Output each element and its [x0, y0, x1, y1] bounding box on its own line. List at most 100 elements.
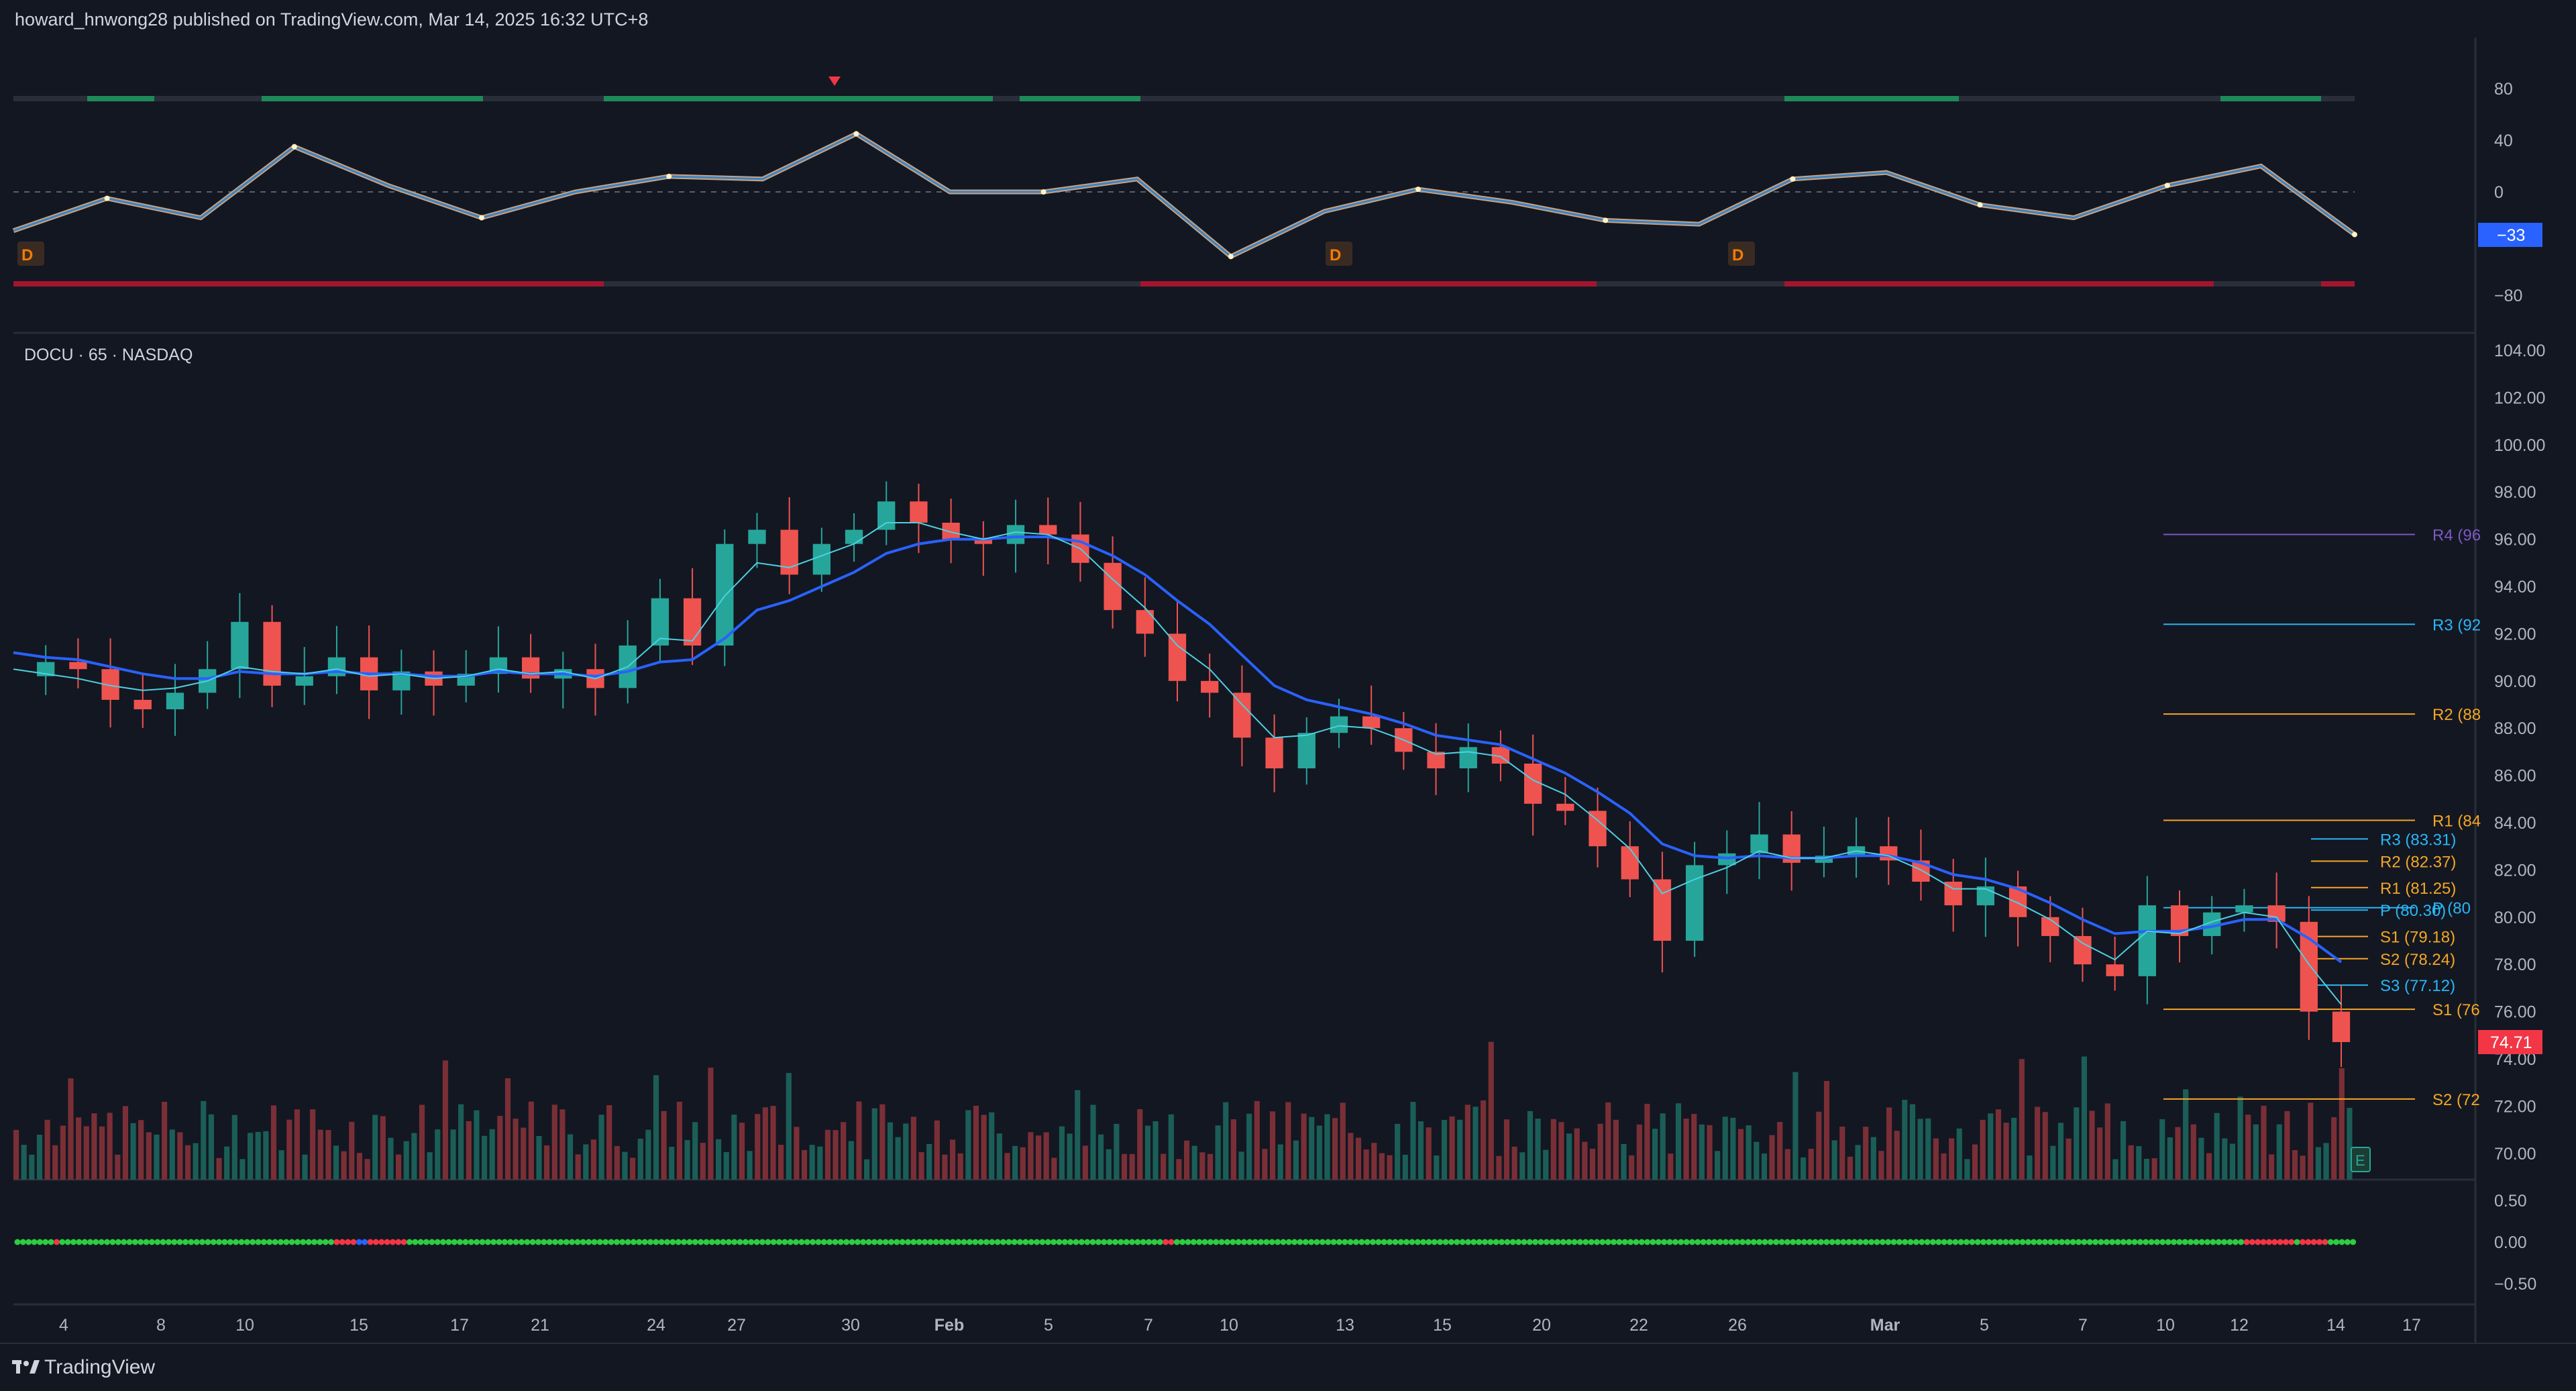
- trend-dot: [372, 1239, 379, 1245]
- volume-bar: [2151, 1158, 2157, 1180]
- volume-bar: [169, 1129, 175, 1180]
- trend-dot: [871, 1239, 877, 1245]
- weekly-pivot-label: P (80.30): [2380, 902, 2446, 920]
- trend-dot: [176, 1239, 183, 1245]
- trend-dot: [2288, 1239, 2295, 1245]
- trend-dot: [233, 1239, 239, 1245]
- trend-dot: [832, 1239, 839, 1245]
- volume-bar: [138, 1120, 144, 1180]
- trend-dot: [557, 1239, 564, 1245]
- volume-bar: [1090, 1104, 1096, 1180]
- trend-dot: [720, 1239, 727, 1245]
- trend-dot: [681, 1239, 688, 1245]
- trend-dot: [1593, 1239, 1600, 1245]
- volume-bar: [2198, 1137, 2204, 1180]
- volume-bar: [903, 1123, 909, 1180]
- volume-bar: [1332, 1118, 1338, 1180]
- trend-dot: [854, 1239, 861, 1245]
- monthly-pivot-label: R1 (84: [2432, 812, 2481, 830]
- price-y-tick: 102.00: [2494, 389, 2545, 407]
- volume-bar: [801, 1149, 808, 1180]
- volume-bar: [895, 1137, 901, 1180]
- volume-bar: [2175, 1127, 2181, 1180]
- trend-dot: [1482, 1239, 1489, 1245]
- volume-bar: [1152, 1121, 1159, 1180]
- volume-bar: [614, 1145, 620, 1180]
- osc-divergence-marker-bg: [1326, 242, 1352, 266]
- trend-dot: [916, 1239, 922, 1245]
- volume-bar: [1457, 1119, 1463, 1180]
- trend-dot: [1845, 1239, 1852, 1245]
- volume-bar: [2253, 1124, 2259, 1180]
- osc-divergence-marker: D: [1330, 246, 1341, 264]
- trend-dot: [1146, 1239, 1152, 1245]
- osc-top-band: [13, 96, 2355, 101]
- volume-bar: [388, 1137, 394, 1180]
- osc-point: [853, 131, 859, 137]
- volume-bar: [1348, 1133, 1354, 1180]
- price-candle: [327, 657, 346, 676]
- volume-bar: [162, 1102, 168, 1180]
- volume-bar: [13, 1129, 19, 1180]
- trend-dot: [2131, 1239, 2138, 1245]
- trend-dot: [2344, 1239, 2351, 1245]
- trend-dot: [468, 1239, 474, 1245]
- time-axis-tick: 5: [1044, 1316, 1053, 1335]
- trend-dot: [1532, 1239, 1539, 1245]
- osc-point: [1977, 202, 1983, 208]
- trend-dot: [507, 1239, 514, 1245]
- volume-bar: [1550, 1119, 1556, 1180]
- trend-dot: [1207, 1239, 1214, 1245]
- volume-bar: [1808, 1149, 1814, 1180]
- trend-dot: [182, 1239, 189, 1245]
- trend-dot: [160, 1239, 166, 1245]
- trend-dot: [1487, 1239, 1494, 1245]
- volume-bar: [2019, 1059, 2025, 1180]
- trend-dot: [2188, 1239, 2194, 1245]
- trend-dot: [1297, 1239, 1303, 1245]
- trend-dot: [25, 1239, 32, 1245]
- trend-dot: [2086, 1239, 2093, 1245]
- trend-dot: [686, 1239, 693, 1245]
- price-y-tick: 100.00: [2494, 436, 2545, 455]
- trend-dot: [1034, 1239, 1040, 1245]
- volume-bar: [942, 1154, 948, 1180]
- trend-dot: [725, 1239, 732, 1245]
- trend-dot: [669, 1239, 676, 1245]
- time-axis-tick: 27: [727, 1316, 746, 1335]
- trend-dot: [496, 1239, 502, 1245]
- volume-bar: [1543, 1149, 1549, 1180]
- trend-dot: [1459, 1239, 1466, 1245]
- trend-dot: [255, 1239, 262, 1245]
- volume-bar: [427, 1152, 433, 1180]
- trend-dot: [1213, 1239, 1220, 1245]
- weekly-pivot-label: S2 (78.24): [2380, 951, 2455, 969]
- trend-dot: [1695, 1239, 1701, 1245]
- trend-dot: [1140, 1239, 1146, 1245]
- trend-dot: [2243, 1239, 2250, 1245]
- trend-dot: [238, 1239, 245, 1245]
- trend-dot: [1807, 1239, 1813, 1245]
- osc-point: [1415, 187, 1421, 193]
- trend-dot: [1123, 1239, 1130, 1245]
- price-candle: [69, 662, 87, 670]
- trend-dot: [1974, 1239, 1981, 1245]
- price-candle: [295, 676, 313, 686]
- trend-dot: [1163, 1239, 1169, 1245]
- trend-dot: [1991, 1239, 1998, 1245]
- volume-bar: [1668, 1153, 1674, 1180]
- volume-bar: [411, 1133, 417, 1180]
- trend-dot: [70, 1239, 76, 1245]
- trend-dot: [2249, 1239, 2255, 1245]
- trend-dot: [1061, 1239, 1068, 1245]
- volume-bar: [1909, 1104, 1916, 1180]
- trend-dot: [1750, 1239, 1757, 1245]
- trend-dot: [1885, 1239, 1892, 1245]
- volume-bar: [2112, 1159, 2118, 1180]
- volume-bar: [2050, 1145, 2056, 1180]
- volume-bar: [716, 1139, 722, 1180]
- trend-dot: [322, 1239, 329, 1245]
- price-candle: [812, 544, 831, 575]
- trend-dot: [849, 1239, 855, 1245]
